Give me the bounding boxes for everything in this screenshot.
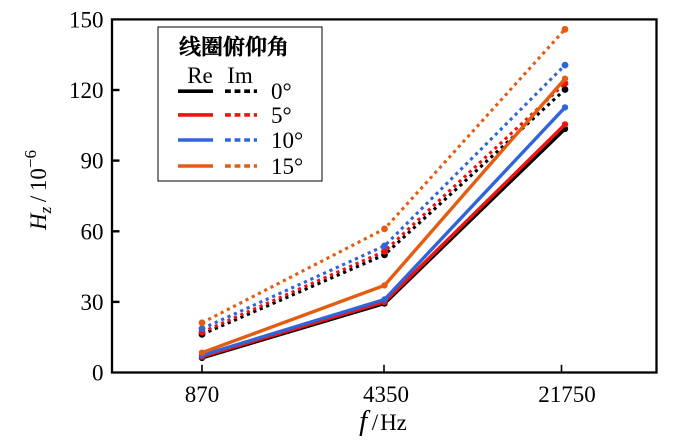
svg-text:f / Hz: f / Hz — [359, 405, 407, 437]
svg-text:150: 150 — [69, 7, 104, 32]
svg-text:Hz / 10−6: Hz / 10−6 — [21, 150, 55, 231]
svg-text:21750: 21750 — [538, 382, 596, 407]
svg-text:Im: Im — [227, 63, 253, 88]
svg-text:4350: 4350 — [363, 382, 409, 407]
svg-text:5°: 5° — [271, 103, 292, 128]
svg-text:870: 870 — [185, 382, 220, 407]
svg-text:10°: 10° — [271, 128, 303, 153]
svg-text:120: 120 — [69, 78, 104, 103]
svg-text:15°: 15° — [271, 154, 303, 179]
svg-text:60: 60 — [81, 219, 104, 244]
svg-text:0: 0 — [92, 361, 104, 386]
svg-text:0°: 0° — [271, 79, 292, 104]
svg-text:Re: Re — [187, 63, 213, 88]
svg-text:90: 90 — [81, 149, 104, 174]
svg-text:30: 30 — [81, 290, 104, 315]
